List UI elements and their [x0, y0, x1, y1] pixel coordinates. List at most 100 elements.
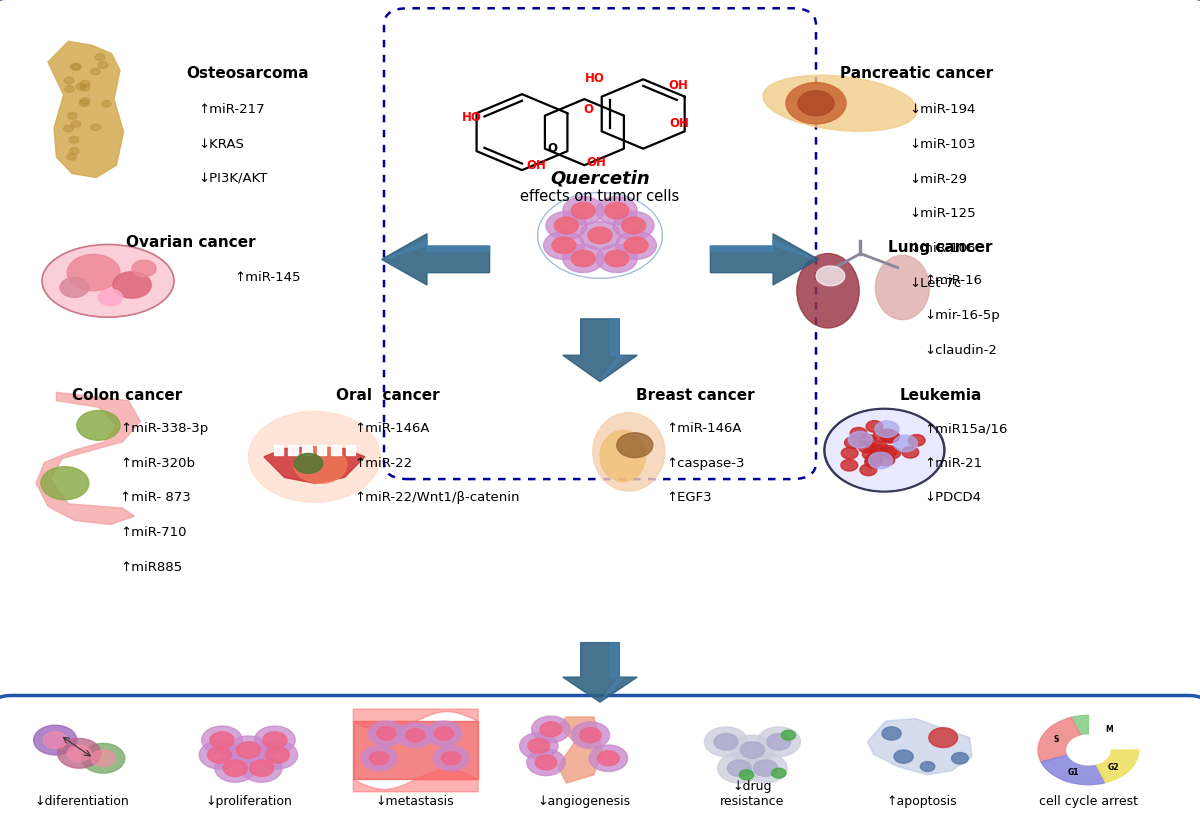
Text: ↑miR885: ↑miR885	[120, 561, 182, 574]
Ellipse shape	[876, 255, 930, 320]
Ellipse shape	[763, 75, 917, 131]
Circle shape	[869, 444, 886, 456]
Text: cell cycle arrest: cell cycle arrest	[1039, 795, 1138, 808]
Circle shape	[102, 101, 112, 107]
Polygon shape	[601, 643, 624, 700]
Circle shape	[598, 751, 619, 766]
Polygon shape	[868, 719, 972, 775]
Circle shape	[208, 747, 232, 763]
Circle shape	[1067, 735, 1110, 765]
Circle shape	[754, 760, 778, 776]
Text: OH: OH	[668, 79, 688, 93]
Circle shape	[67, 254, 120, 291]
Polygon shape	[48, 41, 124, 178]
Text: M: M	[1105, 725, 1112, 734]
Circle shape	[80, 84, 90, 91]
Text: ↓drug
resistance: ↓drug resistance	[720, 780, 785, 808]
Circle shape	[881, 445, 898, 457]
Bar	[346, 445, 355, 455]
Circle shape	[368, 721, 404, 746]
Circle shape	[397, 723, 433, 748]
Circle shape	[613, 211, 654, 240]
Circle shape	[704, 727, 748, 757]
Circle shape	[929, 728, 958, 748]
Circle shape	[248, 411, 380, 502]
Text: effects on tumor cells: effects on tumor cells	[521, 189, 679, 204]
Circle shape	[535, 755, 557, 770]
Text: ↑miR-338-3p: ↑miR-338-3p	[120, 422, 209, 435]
Circle shape	[878, 454, 895, 466]
Circle shape	[263, 732, 287, 748]
Circle shape	[67, 154, 77, 160]
Polygon shape	[601, 319, 624, 380]
Text: ↑apoptosis: ↑apoptosis	[887, 795, 956, 808]
Text: ↑miR15a/16: ↑miR15a/16	[924, 422, 1007, 435]
Text: HO: HO	[586, 72, 605, 85]
Text: ↓mir-16-5p: ↓mir-16-5p	[924, 309, 1000, 322]
Text: ↑EGF3: ↑EGF3	[666, 491, 712, 505]
Circle shape	[250, 760, 274, 776]
Text: S: S	[1054, 735, 1058, 744]
Text: HO: HO	[462, 111, 481, 124]
FancyBboxPatch shape	[0, 0, 1200, 705]
Circle shape	[91, 68, 101, 74]
Circle shape	[520, 733, 558, 759]
Circle shape	[902, 447, 919, 458]
Text: ↑miR-146A: ↑miR-146A	[354, 422, 430, 435]
Circle shape	[740, 742, 764, 758]
Circle shape	[622, 217, 646, 234]
Circle shape	[869, 452, 893, 468]
Text: ↓claudin-2: ↓claudin-2	[924, 344, 997, 357]
Circle shape	[605, 202, 629, 219]
Circle shape	[894, 750, 913, 763]
Circle shape	[816, 266, 845, 286]
Circle shape	[786, 83, 846, 124]
Text: ↓diferentiation: ↓diferentiation	[35, 795, 128, 808]
Polygon shape	[36, 392, 140, 525]
Text: OH: OH	[670, 117, 689, 131]
Circle shape	[571, 250, 595, 267]
Text: Leukemia: Leukemia	[900, 388, 983, 403]
Polygon shape	[563, 643, 637, 702]
Circle shape	[596, 244, 637, 273]
Text: ↑miR-217: ↑miR-217	[198, 103, 265, 116]
Circle shape	[433, 746, 469, 771]
Text: ↓angiogenesis: ↓angiogenesis	[538, 795, 631, 808]
Circle shape	[67, 112, 77, 119]
Circle shape	[223, 760, 247, 776]
Text: ↑caspase-3: ↑caspase-3	[666, 457, 744, 470]
Circle shape	[442, 752, 461, 765]
Text: ↑miR-22/Wnt1/β-catenin: ↑miR-22/Wnt1/β-catenin	[354, 491, 520, 505]
Circle shape	[731, 735, 774, 765]
Text: Ovarian cancer: Ovarian cancer	[126, 235, 256, 250]
Circle shape	[859, 434, 876, 446]
Circle shape	[554, 217, 578, 234]
Circle shape	[952, 752, 968, 764]
Text: O: O	[583, 102, 593, 116]
Text: ↑miR- 873: ↑miR- 873	[120, 491, 191, 505]
Circle shape	[294, 447, 347, 483]
Circle shape	[58, 738, 101, 768]
Circle shape	[546, 211, 587, 240]
Circle shape	[617, 433, 653, 458]
Text: Oral  cancer: Oral cancer	[336, 388, 439, 403]
Circle shape	[34, 725, 77, 755]
Circle shape	[563, 197, 604, 225]
Circle shape	[132, 260, 156, 277]
Circle shape	[714, 733, 738, 750]
Circle shape	[883, 431, 900, 443]
Text: G1: G1	[1068, 768, 1079, 777]
Text: ↓miR-29: ↓miR-29	[910, 173, 967, 186]
Circle shape	[841, 448, 858, 459]
Circle shape	[80, 80, 90, 87]
Circle shape	[552, 237, 576, 254]
Ellipse shape	[593, 412, 665, 491]
Text: ↑miR-22: ↑miR-22	[354, 457, 412, 470]
Circle shape	[91, 124, 101, 131]
Circle shape	[744, 753, 787, 783]
Circle shape	[532, 716, 570, 743]
Text: ↑miR-710: ↑miR-710	[120, 526, 186, 539]
Circle shape	[718, 753, 761, 783]
Circle shape	[71, 64, 80, 70]
Circle shape	[65, 77, 74, 83]
